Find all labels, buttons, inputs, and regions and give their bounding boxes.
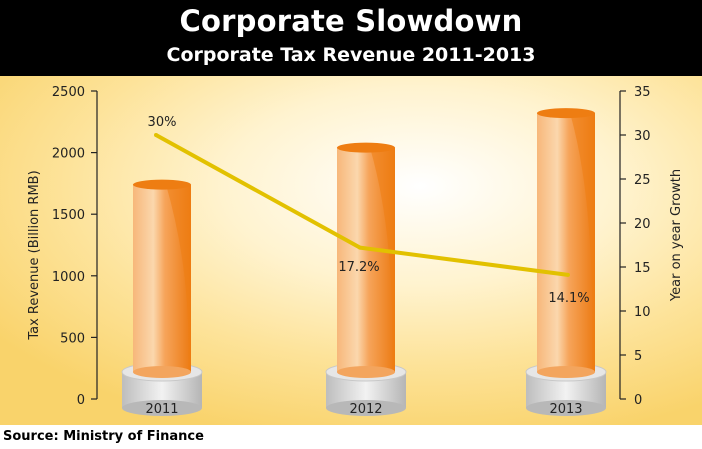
bar xyxy=(133,179,191,378)
x-tick-label: 2013 xyxy=(549,402,582,417)
y-tick-label: 0 xyxy=(77,393,85,408)
footer-bar xyxy=(0,425,702,449)
growth-data-label: 17.2% xyxy=(338,260,379,275)
y-tick-label: 500 xyxy=(60,331,85,346)
bar xyxy=(337,142,395,378)
header-bar xyxy=(0,0,702,76)
y-tick-label: 1000 xyxy=(52,270,85,285)
y2-tick-label: 30 xyxy=(634,129,651,144)
y2-tick-label: 15 xyxy=(634,261,651,276)
y2-tick-label: 5 xyxy=(634,349,642,364)
y2-tick-label: 20 xyxy=(634,217,651,232)
bar-base-bottom xyxy=(122,400,202,416)
bar-base-bottom xyxy=(526,400,606,416)
bar-top xyxy=(337,142,395,153)
growth-point xyxy=(566,272,570,277)
y-tick-label: 2500 xyxy=(52,85,85,100)
y2-tick-label: 25 xyxy=(634,173,651,188)
y2-tick-label: 10 xyxy=(634,305,651,320)
y-tick-label: 2000 xyxy=(52,147,85,162)
bar-top xyxy=(537,108,595,119)
x-tick-label: 2011 xyxy=(145,402,178,417)
x-tick-label: 2012 xyxy=(349,402,382,417)
growth-point xyxy=(154,133,158,137)
bar-bottom xyxy=(133,366,191,378)
bar-shade xyxy=(166,184,191,372)
bar-bottom xyxy=(537,366,595,378)
y-tick-label: 1500 xyxy=(52,208,85,223)
source-note: Source: Ministry of Finance xyxy=(3,429,204,444)
y2-tick-label: 35 xyxy=(634,85,651,100)
growth-data-label: 14.1% xyxy=(548,291,589,306)
bar-bottom xyxy=(337,366,395,378)
growth-data-label: 30% xyxy=(148,115,177,130)
chart-subtitle: Corporate Tax Revenue 2011-2013 xyxy=(166,44,536,66)
bar-top xyxy=(133,179,191,190)
y2-axis-title: Year on year Growth xyxy=(669,169,684,302)
bar-base-bottom xyxy=(326,400,406,416)
chart-title: Corporate Slowdown xyxy=(179,4,523,38)
bar xyxy=(537,108,595,378)
bar-shade xyxy=(370,147,395,372)
bar-shade xyxy=(570,113,595,373)
growth-point xyxy=(358,245,362,250)
y2-tick-label: 0 xyxy=(634,393,642,408)
y-axis-title: Tax Revenue (Billion RMB) xyxy=(27,170,42,340)
